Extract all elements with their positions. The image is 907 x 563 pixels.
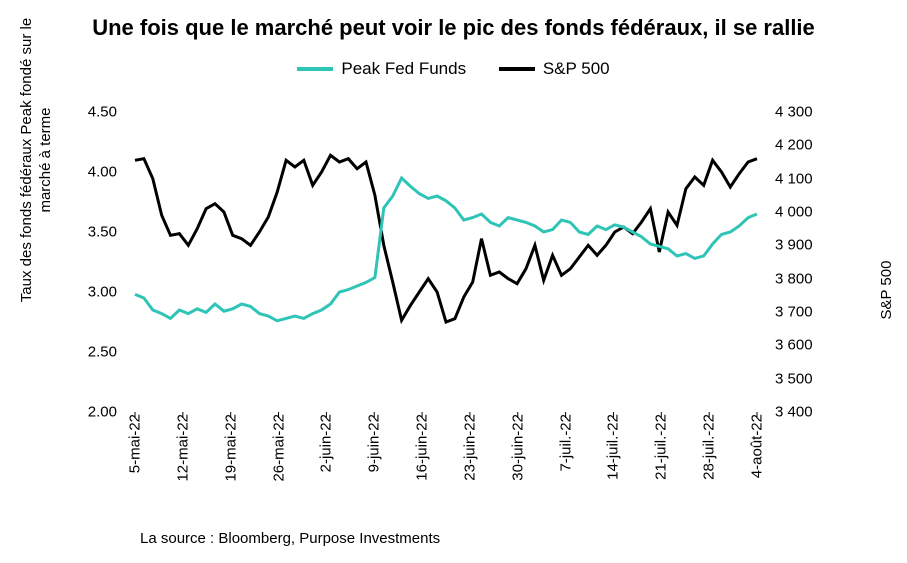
- x-tick-label: 26-mai-22: [270, 414, 287, 482]
- legend-item-sp500: S&P 500: [499, 59, 610, 79]
- x-tick-label: 2-juin-22: [318, 414, 335, 472]
- x-tick-label: 28-juil.-22: [701, 414, 718, 480]
- y-axis-title-right: S&P 500: [878, 230, 895, 350]
- y-right-tick-label: 4 000: [775, 204, 813, 221]
- y-right-tick-label: 3 900: [775, 237, 813, 254]
- y-left-tick-label: 2.00: [88, 404, 117, 421]
- x-tick-label: 19-mai-22: [222, 414, 239, 482]
- chart-legend: Peak Fed Funds S&P 500: [0, 56, 907, 79]
- x-tick-label: 4-août-22: [749, 414, 766, 478]
- y-right-tick-label: 3 500: [775, 370, 813, 387]
- x-tick-label: 23-juin-22: [461, 414, 478, 481]
- y-axis-left-labels: 2.002.503.003.504.004.50: [75, 112, 125, 412]
- y-left-tick-label: 2.50: [88, 344, 117, 361]
- y-left-tick-label: 3.00: [88, 284, 117, 301]
- plot-canvas: [125, 112, 767, 412]
- x-tick-label: 12-mai-22: [174, 414, 191, 482]
- x-tick-label: 16-juin-22: [414, 414, 431, 481]
- y-right-tick-label: 3 400: [775, 404, 813, 421]
- y-right-tick-label: 4 100: [775, 170, 813, 187]
- y-right-tick-label: 4 300: [775, 104, 813, 121]
- y-right-tick-label: 3 600: [775, 337, 813, 354]
- x-tick-label: 14-juil.-22: [605, 414, 622, 480]
- chart-title: Une fois que le marché peut voir le pic …: [0, 0, 907, 42]
- legend-item-peak-fed-funds: Peak Fed Funds: [297, 59, 466, 79]
- y-right-tick-label: 3 800: [775, 270, 813, 287]
- x-axis-labels: 5-mai-22 12-mai-22 19-mai-22 26-mai-22 2-jui…: [125, 414, 767, 504]
- x-tick-label: 9-juin-22: [366, 414, 383, 472]
- x-tick-label: 5-mai-22: [127, 414, 144, 473]
- x-tick-label: 30-juin-22: [509, 414, 526, 481]
- y-left-tick-label: 4.50: [88, 104, 117, 121]
- y-axis-right-labels: 3 4003 5003 6003 7003 8003 9004 0004 100…: [767, 112, 837, 412]
- chart-source: La source : Bloomberg, Purpose Investmen…: [140, 530, 440, 547]
- x-tick-label: 21-juil.-22: [653, 414, 670, 480]
- chart-svg: [125, 112, 767, 412]
- legend-swatch-peak-fed-funds: [297, 67, 333, 71]
- y-axis-title-left: Taux des fonds fédéraux Peak fondé sur l…: [18, 0, 56, 320]
- y-right-tick-label: 4 200: [775, 137, 813, 154]
- legend-swatch-sp500: [499, 67, 535, 71]
- y-left-tick-label: 4.00: [88, 164, 117, 181]
- legend-label-peak-fed-funds: Peak Fed Funds: [341, 59, 466, 79]
- y-left-tick-label: 3.50: [88, 224, 117, 241]
- legend-label-sp500: S&P 500: [543, 59, 610, 79]
- plot-area: 2.002.503.003.504.004.50 3 4003 5003 600…: [75, 112, 837, 412]
- x-tick-label: 7-juil.-22: [557, 414, 574, 472]
- y-right-tick-label: 3 700: [775, 304, 813, 321]
